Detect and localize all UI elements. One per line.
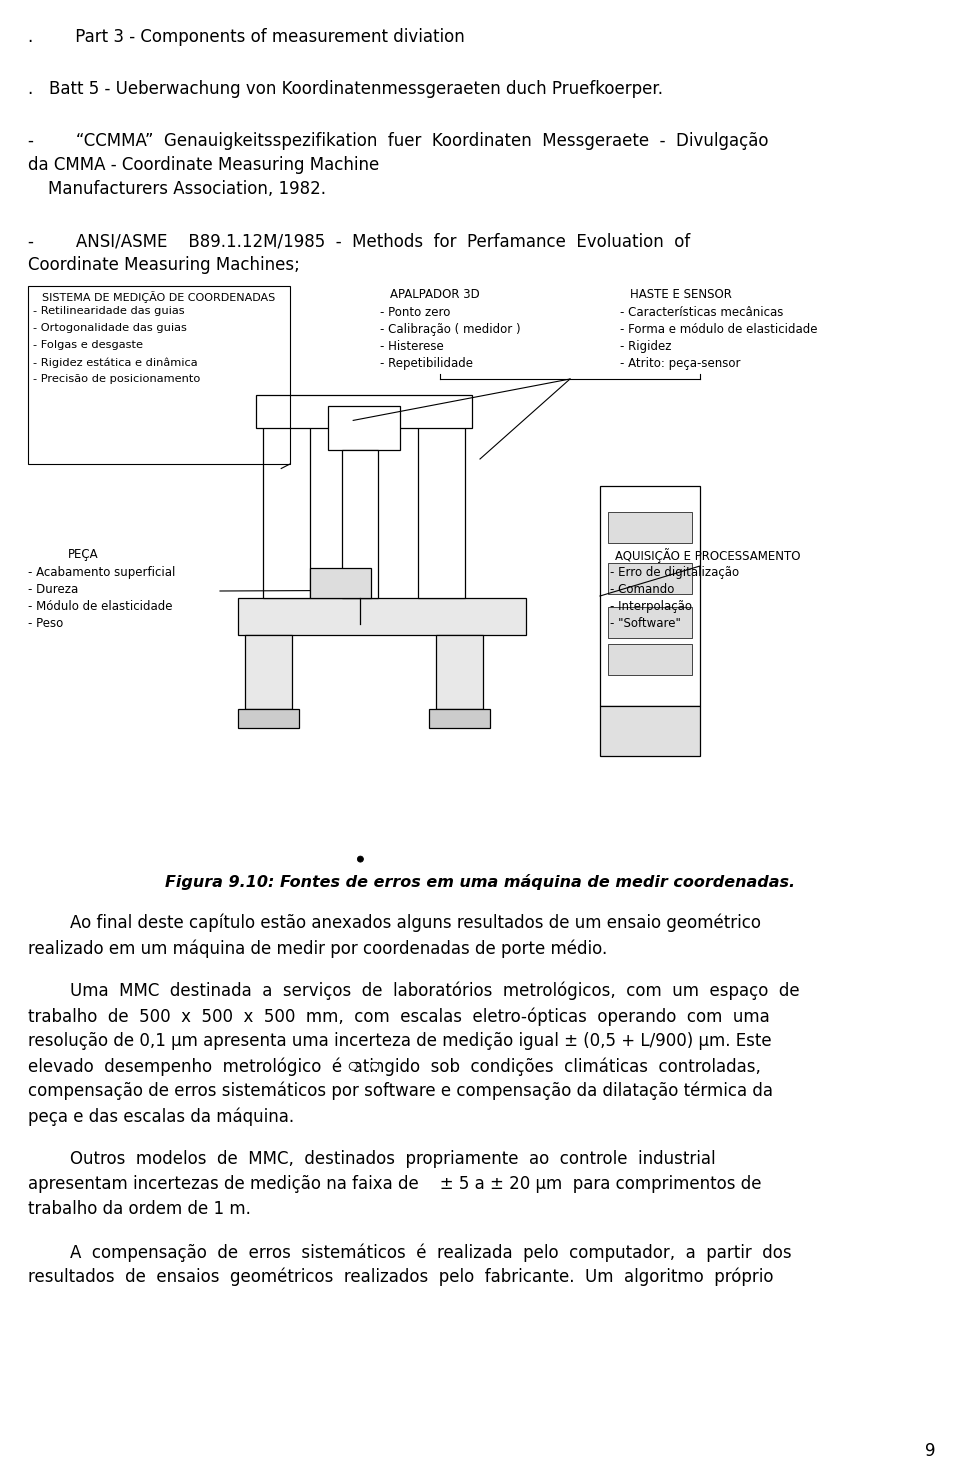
Text: .        Part 3 - Components of measurement diviation: . Part 3 - Components of measurement div… bbox=[28, 28, 465, 46]
Text: .   Batt 5 - Ueberwachung von Koordinatenmessgeraeten duch Pruefkoerper.: . Batt 5 - Ueberwachung von Koordinatenm… bbox=[28, 80, 663, 98]
Bar bbox=[238, 709, 300, 728]
Bar bbox=[608, 564, 692, 593]
Text: Uma  MMC  destinada  a  serviços  de  laboratórios  metrológicos,  com  um  espa: Uma MMC destinada a serviços de laborató… bbox=[28, 982, 800, 1001]
Text: - Forma e módulo de elasticidade: - Forma e módulo de elasticidade bbox=[620, 323, 818, 337]
Bar bbox=[600, 706, 700, 756]
Text: - Ponto zero: - Ponto zero bbox=[380, 305, 450, 319]
Text: Manufacturers Association, 1982.: Manufacturers Association, 1982. bbox=[48, 179, 326, 199]
Bar bbox=[238, 598, 526, 635]
Text: A  compensação  de  erros  sistemáticos  é  realizada  pelo  computador,  a  par: A compensação de erros sistemáticos é re… bbox=[28, 1243, 792, 1262]
Bar bbox=[429, 709, 490, 728]
Bar bbox=[436, 635, 483, 709]
Text: - Peso: - Peso bbox=[28, 617, 63, 630]
Bar bbox=[343, 449, 378, 598]
Text: APALPADOR 3D: APALPADOR 3D bbox=[390, 288, 480, 301]
Circle shape bbox=[371, 1062, 379, 1071]
Text: trabalho  de  500  x  500  x  500  mm,  com  escalas  eletro-ópticas  operando  : trabalho de 500 x 500 x 500 mm, com esca… bbox=[28, 1007, 770, 1026]
Text: - Rigidez: - Rigidez bbox=[620, 340, 671, 353]
Text: - Acabamento superficial: - Acabamento superficial bbox=[28, 567, 176, 578]
Text: realizado em um máquina de medir por coordenadas de porte médio.: realizado em um máquina de medir por coo… bbox=[28, 939, 608, 958]
Text: AQUISIÇÃO E PROCESSAMENTO: AQUISIÇÃO E PROCESSAMENTO bbox=[615, 549, 801, 564]
Text: 9: 9 bbox=[924, 1441, 935, 1459]
Text: HASTE E SENSOR: HASTE E SENSOR bbox=[630, 288, 732, 301]
Circle shape bbox=[349, 1062, 357, 1071]
Text: Coordinate Measuring Machines;: Coordinate Measuring Machines; bbox=[28, 257, 300, 274]
Text: - Comando: - Comando bbox=[610, 583, 674, 596]
Circle shape bbox=[357, 856, 364, 862]
Bar bbox=[600, 486, 700, 706]
Text: - Módulo de elasticidade: - Módulo de elasticidade bbox=[28, 601, 173, 612]
Text: trabalho da ordem de 1 m.: trabalho da ordem de 1 m. bbox=[28, 1200, 251, 1218]
Text: Ao final deste capítulo estão anexados alguns resultados de um ensaio geométrico: Ao final deste capítulo estão anexados a… bbox=[28, 914, 761, 933]
Text: - Folgas e desgaste: - Folgas e desgaste bbox=[33, 340, 143, 350]
Text: - Características mecânicas: - Características mecânicas bbox=[620, 305, 783, 319]
Text: - Histerese: - Histerese bbox=[380, 340, 444, 353]
Bar bbox=[245, 635, 292, 709]
Text: - Calibração ( medidor ): - Calibração ( medidor ) bbox=[380, 323, 520, 337]
Text: - Interpolação: - Interpolação bbox=[610, 601, 692, 612]
Text: - Dureza: - Dureza bbox=[28, 583, 79, 596]
Bar bbox=[256, 394, 472, 427]
Bar bbox=[263, 420, 310, 598]
Text: - Ortogonalidade das guias: - Ortogonalidade das guias bbox=[33, 323, 187, 334]
Text: elevado  desempenho  metrológico  é  atingido  sob  condições  climáticas  contr: elevado desempenho metrológico é atingid… bbox=[28, 1057, 761, 1075]
Text: -        “CCMMA”  Genauigkeitsspezifikation  fuer  Koordinaten  Messgeraete  -  : - “CCMMA” Genauigkeitsspezifikation fuer… bbox=[28, 132, 769, 150]
Text: peça e das escalas da máquina.: peça e das escalas da máquina. bbox=[28, 1106, 294, 1126]
Text: - Repetibilidade: - Repetibilidade bbox=[380, 357, 473, 369]
Text: - Retilinearidade das guias: - Retilinearidade das guias bbox=[33, 305, 184, 316]
Bar bbox=[608, 645, 692, 675]
Text: da CMMA - Coordinate Measuring Machine: da CMMA - Coordinate Measuring Machine bbox=[28, 156, 379, 174]
Bar bbox=[608, 513, 692, 543]
Text: -        ANSI/ASME    B89.1.12M/1985  -  Methods  for  Perfamance  Evoluation  o: - ANSI/ASME B89.1.12M/1985 - Methods for… bbox=[28, 231, 690, 251]
Text: - Rigidez estática e dinâmica: - Rigidez estática e dinâmica bbox=[33, 357, 198, 368]
Bar bbox=[608, 607, 692, 638]
Text: resultados  de  ensaios  geométricos  realizados  pelo  fabricante.  Um  algorit: resultados de ensaios geométricos realiz… bbox=[28, 1268, 774, 1286]
Bar bbox=[328, 405, 400, 449]
Bar bbox=[418, 420, 465, 598]
Text: Figura 9.10: Fontes de erros em uma máquina de medir coordenadas.: Figura 9.10: Fontes de erros em uma máqu… bbox=[165, 873, 795, 890]
Bar bbox=[310, 568, 372, 598]
Text: - "Software": - "Software" bbox=[610, 617, 681, 630]
Text: SISTEMA DE MEDIÇÃO DE COORDENADAS: SISTEMA DE MEDIÇÃO DE COORDENADAS bbox=[42, 291, 276, 303]
Bar bbox=[28, 286, 290, 464]
Text: compensação de erros sistemáticos por software e compensação da dilatação térmic: compensação de erros sistemáticos por so… bbox=[28, 1083, 773, 1100]
Text: apresentam incertezas de medição na faixa de    ± 5 a ± 20 μm  para comprimentos: apresentam incertezas de medição na faix… bbox=[28, 1175, 761, 1192]
Text: - Atrito: peça-sensor: - Atrito: peça-sensor bbox=[620, 357, 740, 369]
Text: resolução de 0,1 μm apresenta uma incerteza de medição igual ± (0,5 + L/900) μm.: resolução de 0,1 μm apresenta uma incert… bbox=[28, 1032, 772, 1050]
Text: - Erro de digitalização: - Erro de digitalização bbox=[610, 567, 739, 578]
Text: PEÇA: PEÇA bbox=[68, 549, 98, 561]
Text: Outros  modelos  de  MMC,  destinados  propriamente  ao  controle  industrial: Outros modelos de MMC, destinados propri… bbox=[28, 1149, 715, 1169]
Text: - Precisão de posicionamento: - Precisão de posicionamento bbox=[33, 374, 201, 384]
